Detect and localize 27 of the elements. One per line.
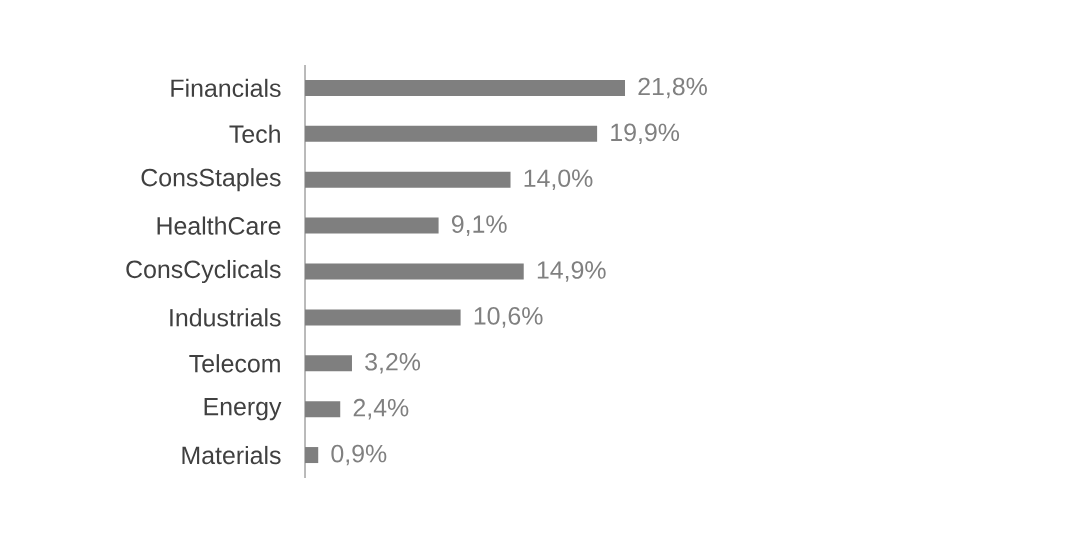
data-label: 3,2% bbox=[365, 352, 421, 374]
bar bbox=[305, 125, 598, 142]
data-label: 14,0% bbox=[524, 169, 593, 191]
bar bbox=[305, 309, 461, 326]
bar bbox=[305, 355, 352, 372]
data-label: 19,9% bbox=[611, 123, 680, 145]
data-label: 14,9% bbox=[537, 261, 606, 282]
y-tick-label: Materials bbox=[182, 445, 281, 465]
data-label: 10,6% bbox=[474, 307, 543, 328]
y-tick-label: Industrials bbox=[170, 308, 281, 327]
data-label: 21,8% bbox=[638, 77, 707, 99]
y-tick-label: Tech bbox=[229, 124, 280, 143]
data-label: 2,4% bbox=[353, 398, 409, 420]
bar bbox=[305, 447, 319, 464]
y-tick-label: Energy bbox=[204, 398, 282, 421]
bar bbox=[305, 217, 439, 234]
y-tick-label: Telecom bbox=[189, 354, 280, 373]
y-tick-label: HealthCare bbox=[157, 216, 281, 235]
bar bbox=[305, 401, 341, 418]
bar bbox=[305, 79, 626, 96]
y-tick-label: Financials bbox=[171, 78, 281, 98]
bar bbox=[305, 171, 511, 188]
data-label: 9,1% bbox=[451, 215, 507, 236]
bar bbox=[305, 263, 524, 280]
y-tick-label: ConsStaples bbox=[141, 168, 281, 192]
y-tick-label: ConsCyclicals bbox=[126, 259, 281, 284]
data-label: 0,9% bbox=[331, 444, 387, 466]
